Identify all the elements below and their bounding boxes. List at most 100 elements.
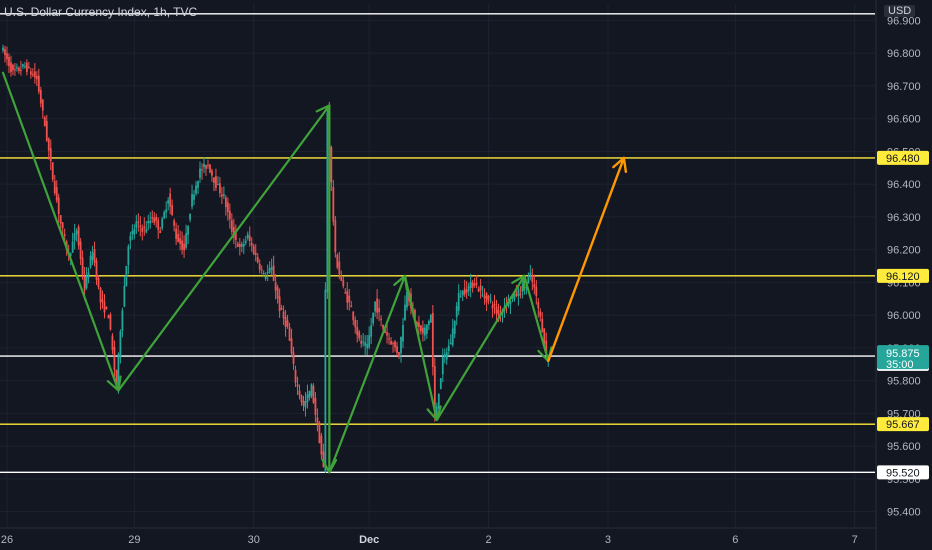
candle-body bbox=[284, 316, 287, 328]
candle-body bbox=[228, 210, 231, 220]
candle-body bbox=[173, 220, 176, 226]
level-label: 96.480 bbox=[886, 153, 920, 165]
candle-body bbox=[31, 74, 34, 76]
candle-body bbox=[123, 285, 126, 307]
candle-body bbox=[274, 282, 277, 291]
candlestick-series bbox=[2, 44, 550, 474]
candle-body bbox=[535, 286, 538, 297]
candle-body bbox=[103, 301, 106, 313]
candle-body bbox=[83, 276, 86, 291]
candle-body bbox=[471, 282, 474, 288]
y-tick-label: 95.800 bbox=[887, 376, 921, 388]
candle-body bbox=[451, 328, 454, 346]
candle-body bbox=[77, 226, 80, 246]
candle-body bbox=[33, 71, 36, 78]
candle-body bbox=[167, 200, 170, 204]
candle-body bbox=[25, 62, 28, 73]
candle-body bbox=[59, 215, 62, 224]
horizontal-levels bbox=[0, 13, 875, 473]
drawing-arrows bbox=[1, 71, 628, 474]
candle-body bbox=[537, 302, 540, 309]
candle-body bbox=[10, 62, 12, 73]
level-label: 95.667 bbox=[886, 419, 920, 431]
candle-body bbox=[113, 347, 116, 370]
candle-body bbox=[20, 70, 22, 72]
candle-body bbox=[378, 308, 381, 313]
candle-body bbox=[8, 57, 10, 67]
candle-body bbox=[165, 209, 168, 213]
candle-body bbox=[115, 370, 118, 388]
candle-body bbox=[236, 243, 239, 247]
candle-body bbox=[189, 213, 191, 220]
candle-body bbox=[304, 400, 307, 408]
candle-body bbox=[258, 263, 261, 270]
candle-body bbox=[18, 67, 20, 71]
level-label-bg bbox=[877, 417, 929, 432]
candle-body bbox=[416, 322, 418, 327]
time-axis[interactable]: 26 29 30 Dec 2 3 6 7 bbox=[0, 527, 876, 546]
currency-badge[interactable]: USD bbox=[884, 5, 916, 17]
candle-body bbox=[487, 295, 490, 300]
candle-body bbox=[75, 230, 78, 235]
candle-body bbox=[352, 311, 355, 321]
candle-body bbox=[362, 341, 365, 343]
candle-body bbox=[290, 338, 293, 354]
x-tick-label: 6 bbox=[732, 534, 738, 546]
candle-body bbox=[137, 221, 140, 223]
candle-body bbox=[147, 220, 150, 224]
candle-body bbox=[386, 332, 388, 336]
candle-body bbox=[493, 303, 496, 306]
x-tick-label: Dec bbox=[359, 534, 379, 546]
candle-body bbox=[418, 322, 420, 328]
candle-body bbox=[356, 327, 359, 336]
candle-body bbox=[254, 252, 257, 256]
candle-body bbox=[394, 341, 396, 348]
candle-body bbox=[390, 341, 392, 345]
candle-body bbox=[320, 435, 323, 455]
candle-body bbox=[294, 369, 297, 383]
candle-body bbox=[79, 241, 82, 259]
candle-body bbox=[342, 280, 345, 287]
candle-body bbox=[133, 229, 136, 235]
candle-body bbox=[97, 278, 100, 288]
candle-body bbox=[205, 165, 207, 169]
x-tick-label: 2 bbox=[485, 534, 491, 546]
candle-body bbox=[278, 296, 281, 312]
arrow-line bbox=[547, 156, 626, 363]
candle-body bbox=[384, 329, 386, 334]
y-tick-label: 96.400 bbox=[887, 179, 921, 191]
candle-body bbox=[481, 294, 484, 296]
candle-body bbox=[380, 318, 382, 320]
candle-body bbox=[217, 184, 219, 186]
arrow-line bbox=[117, 104, 331, 392]
candle-body bbox=[447, 345, 450, 352]
candle-body bbox=[268, 267, 271, 273]
candle-body bbox=[131, 230, 134, 235]
candle-body bbox=[477, 288, 480, 292]
candle-body bbox=[330, 147, 333, 183]
candle-body bbox=[191, 194, 193, 207]
level-label: 95.520 bbox=[886, 467, 920, 479]
candle-body bbox=[242, 244, 245, 247]
candle-body bbox=[402, 324, 404, 342]
y-tick-label: 96.000 bbox=[887, 310, 921, 322]
candle-body bbox=[23, 66, 26, 68]
candle-body bbox=[81, 257, 84, 276]
x-tick-label: 30 bbox=[248, 534, 260, 546]
candle-body bbox=[370, 325, 373, 337]
candle-body bbox=[272, 265, 275, 281]
candle-body bbox=[262, 273, 265, 275]
candle-body bbox=[400, 336, 402, 354]
candle-body bbox=[230, 220, 233, 232]
candle-body bbox=[469, 281, 472, 288]
y-tick-label: 96.800 bbox=[887, 48, 921, 60]
y-tick-label: 96.200 bbox=[887, 245, 921, 257]
x-tick-label: 3 bbox=[605, 534, 611, 546]
candle-body bbox=[266, 271, 269, 274]
candle-body bbox=[449, 342, 452, 345]
candle-body bbox=[396, 346, 398, 353]
candle-body bbox=[183, 243, 185, 251]
candle-body bbox=[404, 304, 406, 321]
candle-body bbox=[252, 245, 255, 255]
